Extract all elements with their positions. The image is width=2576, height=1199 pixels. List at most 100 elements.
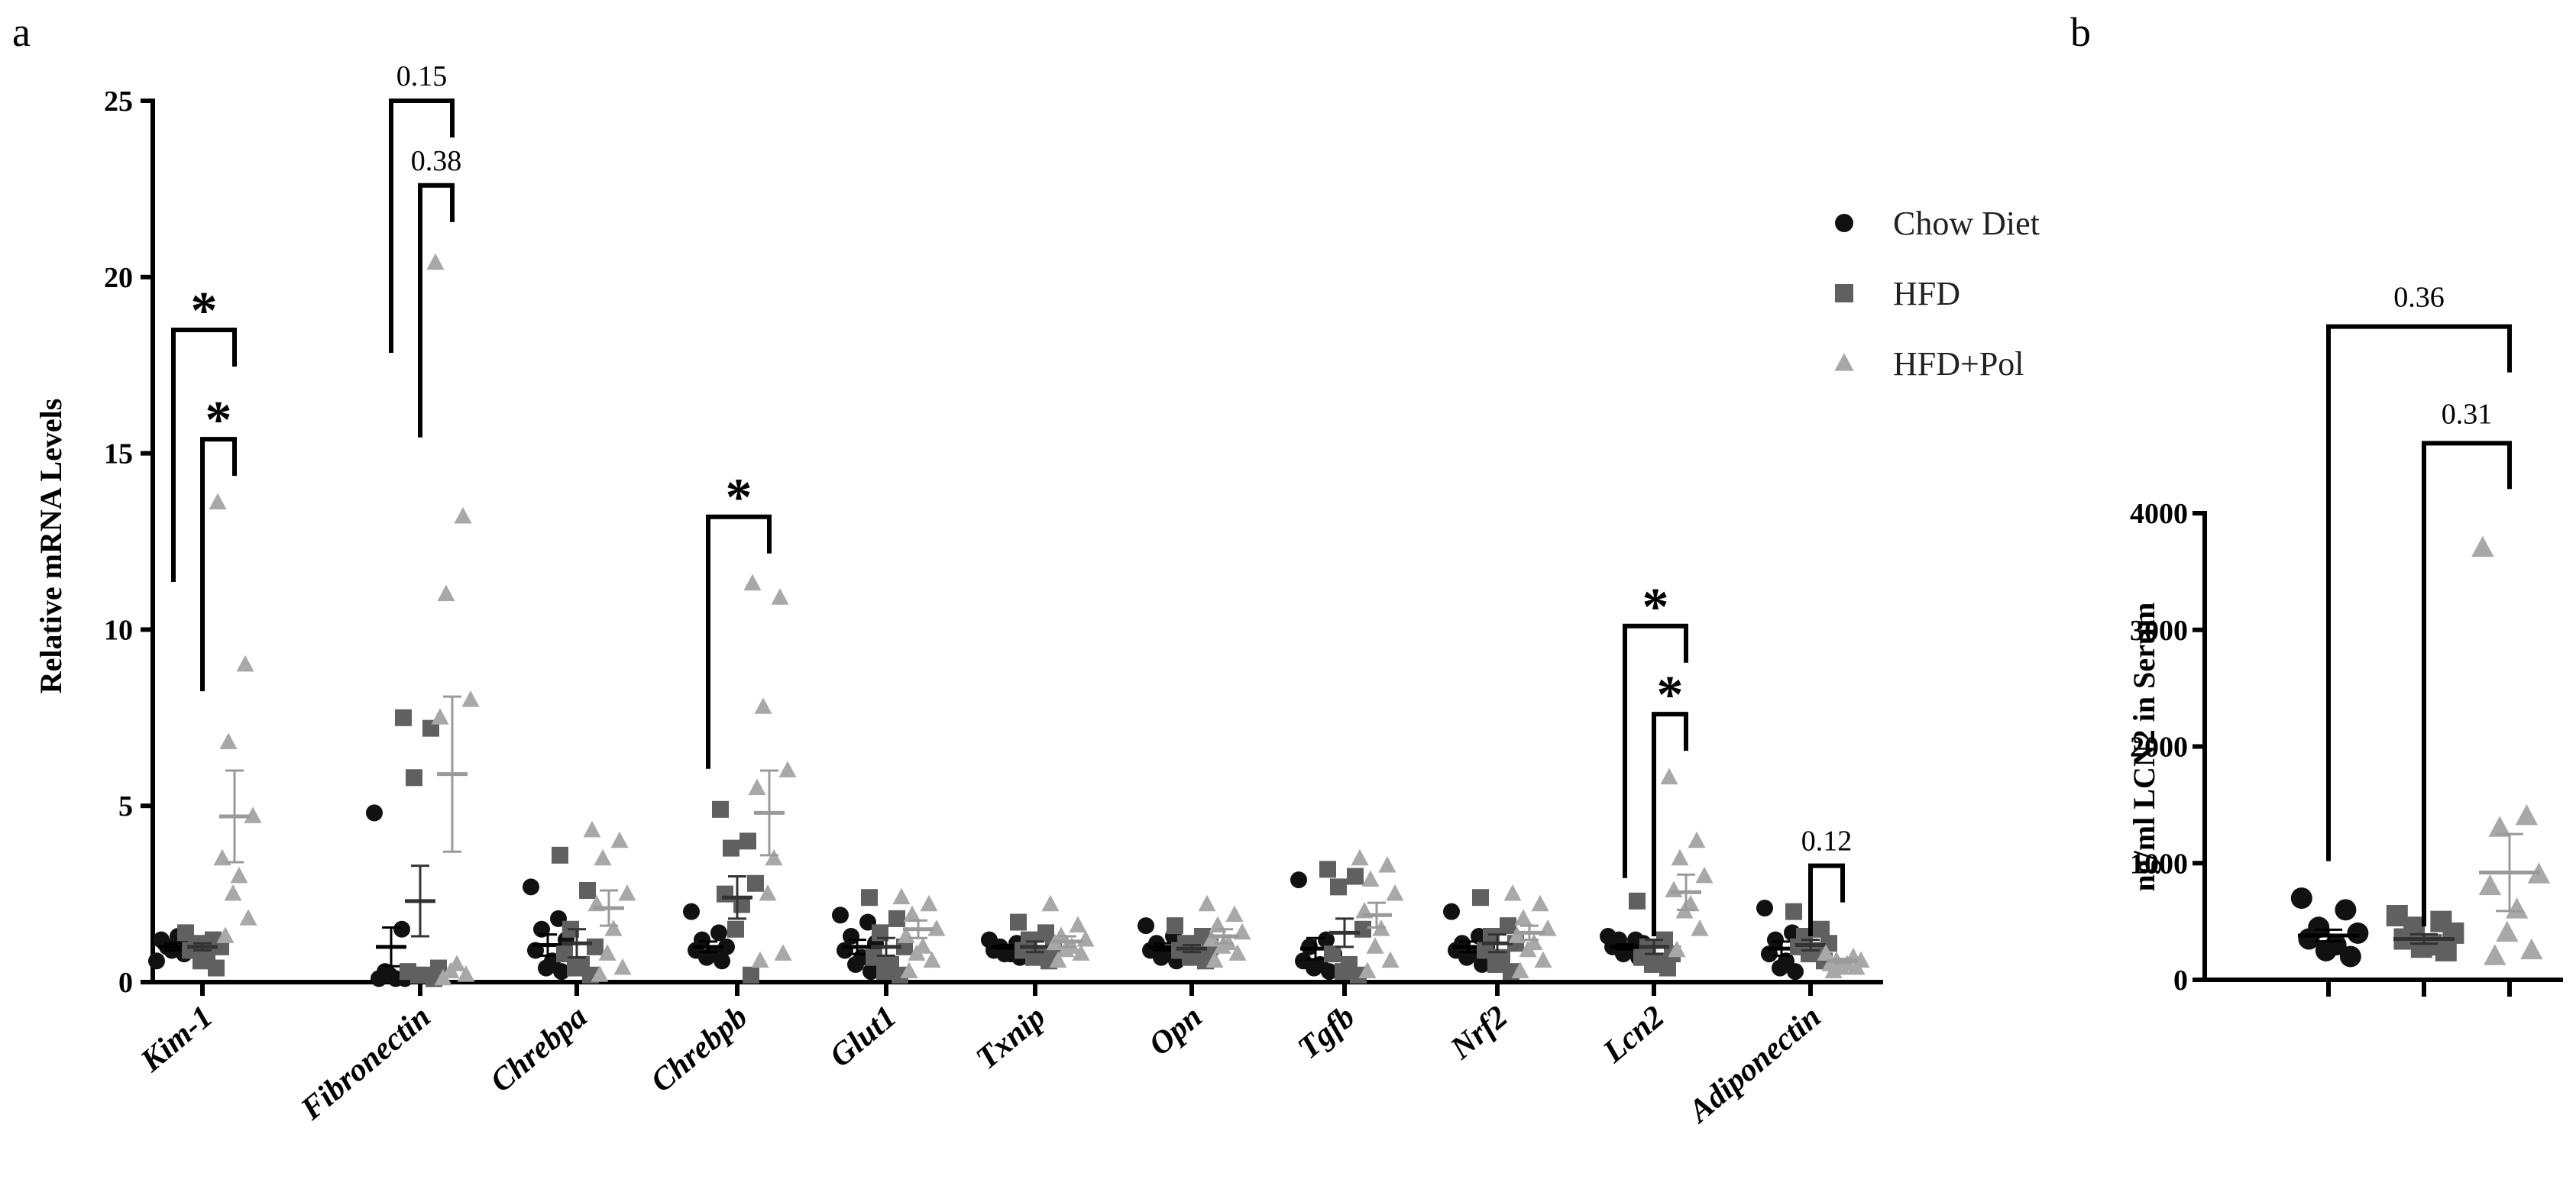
panel-b-data-point: [2471, 535, 2494, 557]
panel-a-data-point: [244, 806, 262, 823]
panel-a-category-label: Nrf2: [1444, 999, 1515, 1066]
panel-a-chart: Relative mRNA Levels 0 5 10 15 20 25 Kim-1 Fibr…: [34, 60, 1883, 1131]
panel-b-data-point: [2505, 897, 2529, 919]
panel-a-data-point: [437, 584, 455, 602]
panel-a-data-point: [1514, 909, 1532, 926]
panel-a-data-point: [754, 697, 772, 714]
panel-a-data-point: [1069, 916, 1087, 932]
panel-a-data-point: [1691, 919, 1709, 936]
panel-a-data-point: [1511, 961, 1529, 979]
panel-a-data-point: [1167, 917, 1183, 935]
panel-a-data-point: [523, 878, 539, 896]
panel-a-data-point: [1049, 951, 1067, 968]
panel-b-data-point: [2335, 899, 2357, 921]
panel-a-data-point: [410, 966, 427, 984]
panel-a-data-point: [594, 848, 612, 866]
panel-a-data-point: [832, 907, 849, 924]
panel-a-data-point: [837, 942, 853, 959]
panel-a-significance-label: 0.38: [411, 145, 462, 177]
panel-a-data-point: [1629, 892, 1646, 910]
panel-a-category-label: Chrebpb: [644, 999, 754, 1099]
panel-a-data-point: [1205, 951, 1224, 968]
panel-a-data-point: [1695, 866, 1714, 884]
panel-a-data-point: [1772, 959, 1788, 977]
panel-a-data-point: [861, 889, 878, 907]
panel-a-data-point: [1785, 903, 1802, 920]
panel-a-data-point: [1813, 920, 1830, 938]
panel-letter-b: b: [2070, 9, 2091, 55]
panel-a-data-point: [1668, 940, 1686, 958]
panel-a-y-tick-label: 15: [104, 438, 133, 470]
panel-a-data-point: [727, 920, 744, 938]
panel-a-data-point: [591, 965, 609, 982]
panel-a-data-point: [1350, 966, 1367, 984]
panel-a-data-point: [1324, 945, 1341, 963]
panel-a-significance-bracket: [171, 328, 237, 583]
panel-a-significance-bracket: [1808, 863, 1845, 936]
panel-a-data-point: [900, 961, 918, 979]
panel-a-category-label: Adiponectin: [1681, 999, 1828, 1130]
panel-a-data-point: [1477, 942, 1493, 959]
panel-a-data-point: [1347, 868, 1364, 885]
panel-a-data-point: [862, 963, 879, 981]
panel-a-data-point: [366, 804, 383, 822]
panel-a-data-point: [1767, 931, 1784, 949]
panel-a-data-point: [604, 919, 623, 936]
panel-a-y-tick-label: 5: [118, 790, 133, 822]
panel-a-data-point: [454, 507, 472, 524]
panel-a-data-point: [553, 963, 570, 981]
panel-a-data-point: [1138, 917, 1154, 935]
panel-a-data-point: [193, 952, 209, 970]
panel-a-data-point: [1443, 903, 1460, 920]
panel-a-significance-label: *: [1657, 666, 1684, 725]
legend-marker-square: [1835, 284, 1853, 302]
panel-a-data-point: [552, 846, 568, 864]
panel-a-significance-label: *: [1642, 578, 1669, 637]
panel-a-data-point: [1361, 870, 1380, 887]
panel-a-data-point: [1072, 944, 1090, 961]
panel-a-data-point: [866, 949, 882, 966]
panel-b-y-tick-label: 3000: [2130, 615, 2188, 647]
panel-a-category-label: Tgfb: [1291, 999, 1361, 1066]
panel-a-data-point: [1659, 959, 1676, 977]
panel-a-data-point: [1386, 884, 1404, 901]
panel-a-data-point: [1225, 905, 1244, 923]
panel-a-data-point: [230, 866, 248, 884]
panel-a-significance-bracket: [1623, 623, 1688, 878]
panel-a-data-point: [774, 944, 792, 961]
panel-a-data-point: [1531, 894, 1549, 912]
panel-a-data-point: [209, 493, 227, 510]
panel-a-data-point: [743, 574, 762, 591]
panel-a-data-point: [927, 919, 946, 936]
panel-a-data-point: [1228, 944, 1247, 961]
panel-a-data-point: [148, 952, 165, 970]
panel-b-y-tick-label: 0: [2173, 965, 2188, 997]
panel-a-data-point: [208, 959, 225, 977]
panel-a-data-point: [1290, 871, 1307, 889]
panel-a-data-point: [1656, 931, 1673, 949]
panel-a-data-point: [236, 654, 254, 672]
panel-a-data-point: [1378, 856, 1396, 873]
panel-a-data-point: [434, 968, 452, 986]
panel-a-data-point: [1665, 881, 1683, 897]
legend-item-label: Chow Diet: [1893, 205, 2040, 242]
panel-a-data-point: [712, 800, 729, 818]
panel-a-data-point: [1660, 768, 1678, 785]
panel-a-data-point: [1500, 917, 1516, 935]
panel-b-significance-bracket: [2326, 324, 2512, 861]
panel-a-category-label: Txnip: [969, 999, 1052, 1076]
panel-a-data-point: [923, 951, 941, 968]
panel-b-data-point: [2484, 944, 2506, 965]
panel-a-data-point: [1756, 900, 1773, 917]
panel-a-data-point: [1381, 951, 1400, 968]
panel-a-data-point: [1010, 913, 1027, 931]
panel-letter-a: a: [12, 9, 31, 55]
panel-a-data-point: [1037, 924, 1054, 942]
panel-a-data-point: [1213, 937, 1231, 954]
panel-b-chart: ng/ml LCN2 in Serum 0 1000 2000 3000 4000 0.3…: [2127, 282, 2563, 997]
panel-b-y-tick-label: 2000: [2130, 732, 2188, 764]
panel-b-data-point: [2478, 874, 2502, 896]
panel-a-data-point: [1351, 848, 1369, 866]
panel-a-data-point: [714, 952, 730, 970]
